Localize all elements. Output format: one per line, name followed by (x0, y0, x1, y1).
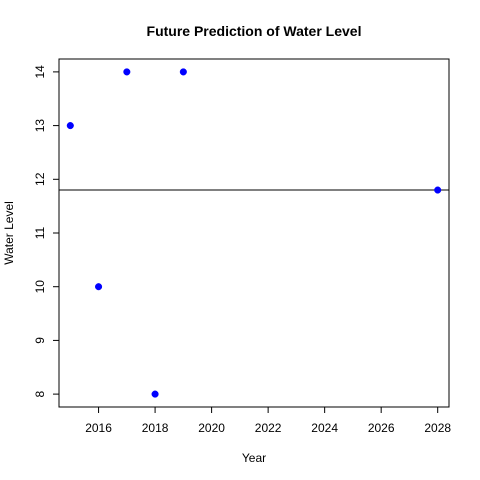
x-tick-label: 2016 (85, 421, 112, 435)
x-tick-label: 2024 (311, 421, 338, 435)
x-tick-label: 2018 (142, 421, 169, 435)
data-point (179, 68, 187, 76)
y-tick-label: 9 (33, 337, 47, 344)
y-tick-label: 13 (33, 119, 47, 133)
x-tick-label: 2026 (368, 421, 395, 435)
chart-title: Future Prediction of Water Level (147, 23, 362, 39)
data-point (66, 122, 74, 130)
data-point (123, 68, 131, 76)
y-tick-label: 12 (33, 172, 47, 186)
y-axis-label: Water Level (2, 201, 16, 265)
y-tick-label: 10 (33, 280, 47, 294)
y-tick-label: 8 (33, 390, 47, 397)
x-tick-label: 2028 (424, 421, 451, 435)
plot-frame (58, 58, 450, 408)
x-axis-label: Year (242, 451, 266, 465)
x-tick-label: 2020 (198, 421, 225, 435)
data-point (95, 283, 103, 291)
x-tick-label: 2022 (255, 421, 282, 435)
y-tick-label: 11 (33, 226, 47, 239)
plot-layer: 2016 2018 2020 2022 2024 2026 2028 8 9 10 11 12 13 14 (33, 58, 451, 435)
data-point (151, 390, 159, 398)
y-tick-label: 14 (33, 65, 47, 79)
data-point (434, 186, 442, 194)
